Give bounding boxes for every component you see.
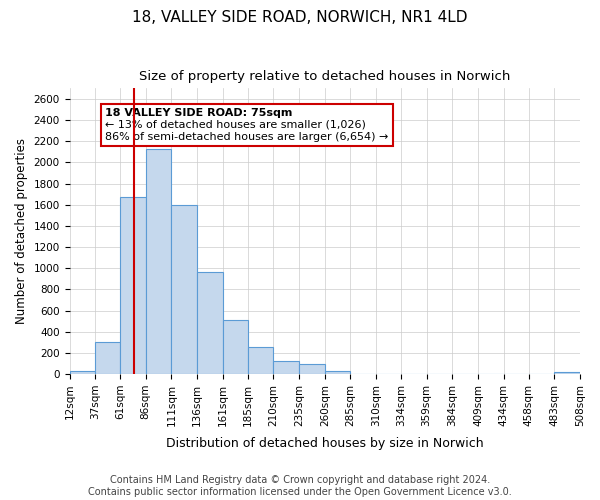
Bar xyxy=(248,347,274,374)
Bar xyxy=(274,362,299,374)
Bar xyxy=(146,148,172,374)
Text: 18 VALLEY SIDE ROAD: 75sqm
← 13% of detached houses are smaller (1,026)
86% of s: 18 VALLEY SIDE ROAD: 75sqm ← 13% of deta… xyxy=(105,108,389,142)
Bar xyxy=(325,371,350,374)
Bar xyxy=(70,372,95,374)
Text: 18 VALLEY SIDE ROAD: 75sqm: 18 VALLEY SIDE ROAD: 75sqm xyxy=(105,108,293,118)
Bar xyxy=(120,197,146,374)
Bar xyxy=(554,372,580,374)
X-axis label: Distribution of detached houses by size in Norwich: Distribution of detached houses by size … xyxy=(166,437,484,450)
Title: Size of property relative to detached houses in Norwich: Size of property relative to detached ho… xyxy=(139,70,511,83)
Text: 18, VALLEY SIDE ROAD, NORWICH, NR1 4LD: 18, VALLEY SIDE ROAD, NORWICH, NR1 4LD xyxy=(132,10,468,25)
Text: ← 13% of detached houses are smaller (1,026)
86% of semi-detached houses are lar: ← 13% of detached houses are smaller (1,… xyxy=(105,108,389,142)
Text: Contains HM Land Registry data © Crown copyright and database right 2024.
Contai: Contains HM Land Registry data © Crown c… xyxy=(88,476,512,497)
Bar xyxy=(197,272,223,374)
Y-axis label: Number of detached properties: Number of detached properties xyxy=(15,138,28,324)
Bar xyxy=(223,320,248,374)
Bar xyxy=(172,204,197,374)
Bar xyxy=(299,364,325,374)
Bar xyxy=(95,342,120,374)
